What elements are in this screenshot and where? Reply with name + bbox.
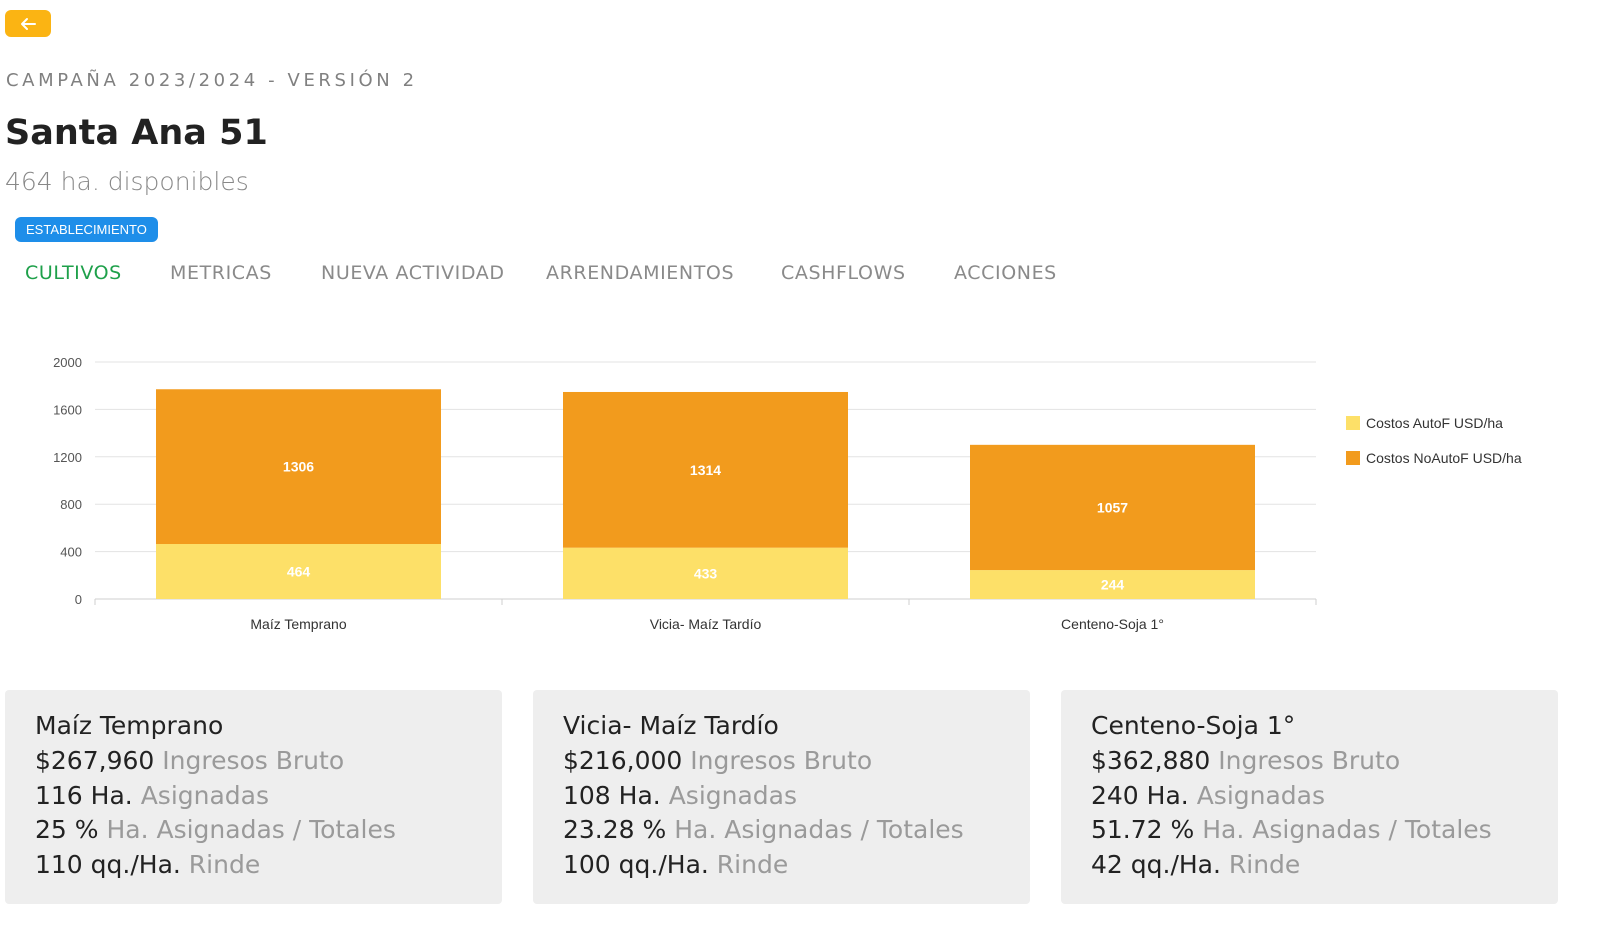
bar-segment (563, 547, 848, 599)
tab-bar: CULTIVOS METRICAS NUEVA ACTIVIDAD ARREND… (0, 258, 1100, 292)
ratio-value: 51.72 % (1091, 815, 1195, 844)
x-tick-label: Vicia- Maíz Tardío (650, 616, 762, 632)
arrow-left-icon (21, 17, 36, 30)
tab-cultivos[interactable]: CULTIVOS (25, 262, 122, 284)
yield-label: Rinde (1228, 849, 1301, 879)
income-label: Ingresos Bruto (1218, 746, 1401, 775)
crop-card: Maíz Temprano $267,960 Ingresos Bruto 11… (5, 690, 502, 904)
card-row-ratio: 51.72 % Ha. Asignadas / Totales (1091, 813, 1528, 848)
tab-nueva-actividad[interactable]: NUEVA ACTIVIDAD (321, 262, 505, 284)
y-tick-label: 400 (60, 545, 82, 560)
bar-segment (970, 444, 1255, 571)
tab-arrendamientos[interactable]: ARRENDAMIENTOS (546, 262, 735, 284)
available-hectares: 464 ha. disponibles (5, 167, 249, 196)
tab-acciones[interactable]: ACCIONES (954, 262, 1057, 284)
hectares-label: Asignadas (668, 780, 798, 810)
card-row-yield: 42 qq./Ha. Rinde (1091, 848, 1528, 883)
crop-card: Vicia- Maíz Tardío $216,000 Ingresos Bru… (533, 690, 1030, 904)
back-button[interactable] (5, 10, 51, 37)
card-row-yield: 100 qq./Ha. Rinde (563, 848, 1000, 883)
yield-value: 100 qq./Ha. (563, 849, 709, 879)
y-tick-label: 1200 (53, 450, 82, 465)
crop-name: Vicia- Maíz Tardío (563, 711, 779, 740)
ratio-label: Ha. Asignadas / Totales (106, 815, 396, 844)
x-tick-label: Maíz Temprano (250, 616, 346, 632)
tab-cashflows[interactable]: CASHFLOWS (781, 262, 906, 284)
ratio-label: Ha. Asignadas / Totales (1202, 815, 1492, 844)
income-label: Ingresos Bruto (690, 746, 873, 775)
legend-label: Costos NoAutoF USD/ha (1366, 450, 1522, 466)
bar-value-label: 1057 (1097, 499, 1128, 515)
x-tick-label: Centeno-Soja 1° (1061, 616, 1164, 632)
y-tick-label: 800 (60, 497, 82, 512)
crop-name: Centeno-Soja 1° (1091, 711, 1296, 740)
legend-label: Costos AutoF USD/ha (1366, 415, 1503, 431)
card-row-hectares: 108 Ha. Asignadas (563, 779, 1000, 814)
campaign-label: CAMPAÑA 2023/2024 - VERSIÓN 2 (6, 70, 418, 91)
income-value: $216,000 (563, 746, 683, 775)
bar-segment (156, 389, 441, 545)
hectares-value: 240 Ha. (1091, 780, 1189, 810)
costs-chart: 0 400 800 1200 1600 2000 464 1306 Maíz Temprano 4… (53, 355, 1522, 632)
y-tick-label: 2000 (53, 355, 82, 370)
page-title: Santa Ana 51 (5, 113, 268, 153)
legend-swatch (1346, 416, 1360, 430)
legend-swatch (1346, 451, 1360, 465)
card-row-yield: 110 qq./Ha. Rinde (35, 848, 472, 883)
crop-cards: Maíz Temprano $267,960 Ingresos Bruto 11… (5, 690, 1565, 904)
card-row-hectares: 116 Ha. Asignadas (35, 779, 472, 814)
income-value: $267,960 (35, 746, 155, 775)
ratio-value: 23.28 % (563, 815, 667, 844)
card-row-income: $362,880 Ingresos Bruto (1091, 744, 1528, 779)
y-tick-label: 0 (75, 592, 82, 607)
bar-value-label: 1314 (690, 462, 721, 478)
income-value: $362,880 (1091, 746, 1211, 775)
tab-metricas[interactable]: METRICAS (170, 262, 272, 284)
card-row-ratio: 25 % Ha. Asignadas / Totales (35, 813, 472, 848)
yield-value: 42 qq./Ha. (1091, 849, 1221, 879)
establishment-badge[interactable]: ESTABLECIMIENTO (15, 217, 158, 242)
yield-value: 110 qq./Ha. (35, 849, 181, 879)
bar-value-label: 244 (1101, 577, 1125, 593)
hectares-value: 108 Ha. (563, 780, 661, 810)
yield-label: Rinde (188, 849, 261, 879)
y-tick-label: 1600 (53, 402, 82, 417)
bar-segment (970, 570, 1255, 599)
hectares-label: Asignadas (140, 780, 270, 810)
income-label: Ingresos Bruto (162, 746, 345, 775)
card-row-income: $216,000 Ingresos Bruto (563, 744, 1000, 779)
hectares-label: Asignadas (1196, 780, 1326, 810)
hectares-value: 116 Ha. (35, 780, 133, 810)
card-row-income: $267,960 Ingresos Bruto (35, 744, 472, 779)
crop-card: Centeno-Soja 1° $362,880 Ingresos Bruto … (1061, 690, 1558, 904)
ratio-value: 25 % (35, 815, 99, 844)
bar-segment (156, 544, 441, 599)
bar-value-label: 1306 (283, 459, 314, 475)
card-row-hectares: 240 Ha. Asignadas (1091, 779, 1528, 814)
bar-value-label: 433 (694, 565, 718, 581)
bar-segment (563, 391, 848, 548)
card-row-ratio: 23.28 % Ha. Asignadas / Totales (563, 813, 1000, 848)
bar-value-label: 464 (287, 564, 311, 580)
yield-label: Rinde (716, 849, 789, 879)
ratio-label: Ha. Asignadas / Totales (674, 815, 964, 844)
crop-name: Maíz Temprano (35, 711, 224, 740)
